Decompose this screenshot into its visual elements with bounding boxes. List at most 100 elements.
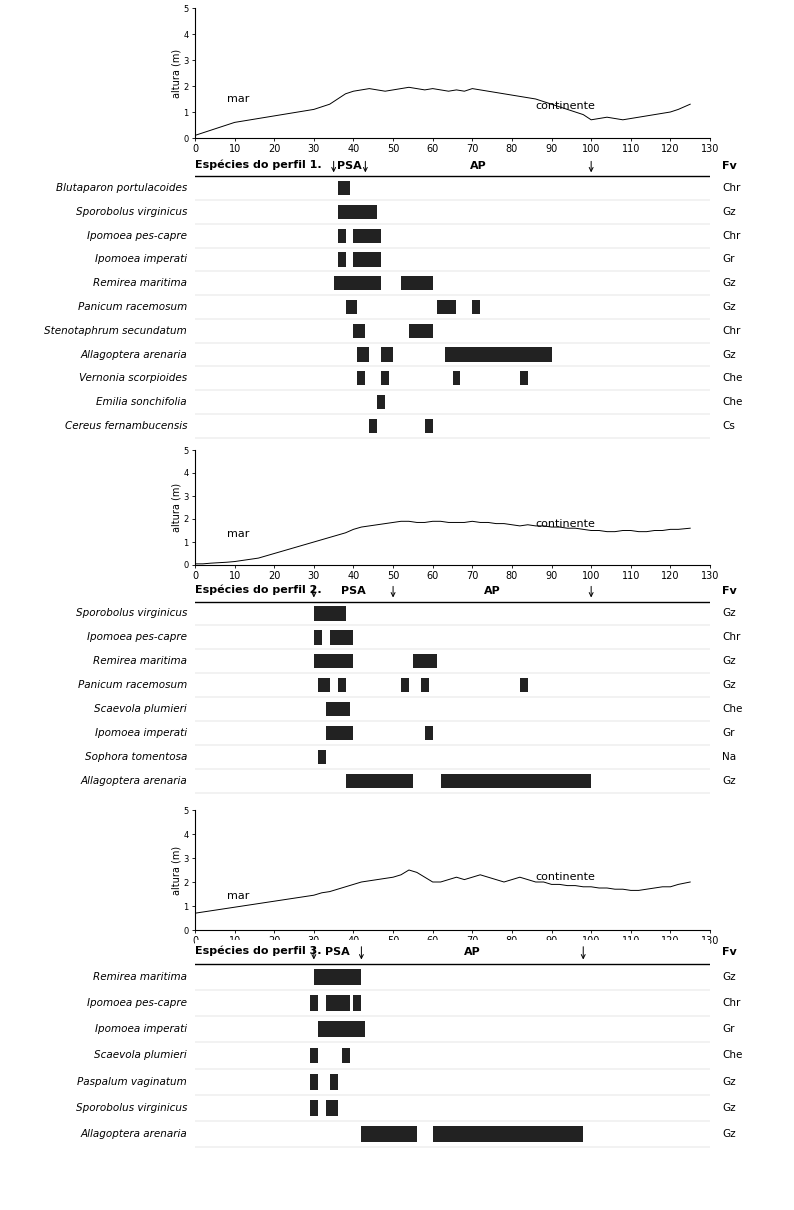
Bar	[353, 323, 365, 338]
Y-axis label: altura (m): altura (m)	[172, 846, 182, 894]
Text: Gz: Gz	[722, 656, 735, 667]
Bar	[425, 726, 433, 741]
Text: Fv: Fv	[722, 161, 737, 171]
Bar	[318, 1021, 365, 1037]
Bar	[357, 347, 369, 362]
Text: Sporobolus virginicus: Sporobolus virginicus	[75, 1104, 187, 1113]
Bar	[310, 995, 318, 1010]
Bar	[318, 678, 330, 692]
Bar	[326, 702, 349, 716]
Bar	[377, 394, 385, 409]
Bar	[472, 300, 480, 315]
Bar	[310, 1048, 318, 1064]
Bar	[330, 630, 353, 645]
Text: AP: AP	[464, 946, 480, 957]
Text: Gr: Gr	[722, 728, 734, 738]
Bar	[337, 253, 345, 266]
Text: Che: Che	[722, 397, 742, 407]
Text: Ipomoea pes-capre: Ipomoea pes-capre	[87, 633, 187, 643]
Text: Chr: Chr	[722, 231, 740, 241]
Bar	[433, 1127, 584, 1142]
Text: Fv: Fv	[722, 946, 737, 957]
Bar	[353, 253, 381, 266]
Bar	[365, 229, 381, 243]
Bar	[401, 678, 409, 692]
Text: Gz: Gz	[722, 1104, 735, 1113]
Bar	[520, 678, 528, 692]
Text: AP: AP	[484, 586, 500, 595]
Text: Ipomoea imperati: Ipomoea imperati	[95, 1024, 187, 1035]
Text: mar: mar	[227, 530, 249, 540]
Text: Ipomoea imperati: Ipomoea imperati	[95, 254, 187, 265]
Text: Sporobolus virginicus: Sporobolus virginicus	[75, 207, 187, 217]
Text: Gr: Gr	[722, 1024, 734, 1035]
Text: PSA: PSA	[337, 161, 362, 171]
Text: Chr: Chr	[722, 998, 740, 1008]
Text: Panicum racemosum: Panicum racemosum	[78, 680, 187, 690]
Bar	[357, 371, 365, 385]
Text: Paspalum vaginatum: Paspalum vaginatum	[77, 1077, 187, 1087]
Text: Sophora tomentosa: Sophora tomentosa	[85, 751, 187, 762]
Text: Gz: Gz	[722, 680, 735, 690]
Text: Scaevola plumieri: Scaevola plumieri	[94, 704, 187, 714]
Text: Gr: Gr	[722, 254, 734, 265]
Text: Gz: Gz	[722, 972, 735, 981]
Text: Chr: Chr	[722, 633, 740, 643]
Y-axis label: altura (m): altura (m)	[172, 48, 182, 98]
Bar	[353, 229, 365, 243]
Text: Remirea maritima: Remirea maritima	[93, 278, 187, 288]
Text: Espécies do perfil 3.: Espécies do perfil 3.	[195, 945, 322, 956]
Bar	[401, 276, 433, 290]
Bar	[345, 773, 413, 788]
Text: Sporobolus virginicus: Sporobolus virginicus	[75, 609, 187, 618]
X-axis label: distância (m): distância (m)	[416, 157, 489, 167]
Bar	[441, 773, 592, 788]
Text: Allagoptera arenaria: Allagoptera arenaria	[80, 350, 187, 359]
Text: Panicum racemosum: Panicum racemosum	[78, 302, 187, 312]
Text: Espécies do perfil 2.: Espécies do perfil 2.	[195, 584, 322, 595]
Text: Cereus fernambucensis: Cereus fernambucensis	[64, 421, 187, 431]
Text: Fv: Fv	[722, 586, 737, 595]
Bar	[361, 1127, 417, 1142]
Bar	[425, 419, 433, 433]
Text: Gz: Gz	[722, 609, 735, 618]
Bar	[381, 371, 389, 385]
Text: Remirea maritima: Remirea maritima	[93, 656, 187, 667]
Text: Gz: Gz	[722, 278, 735, 288]
Text: Chr: Chr	[722, 183, 740, 194]
Text: PSA: PSA	[326, 946, 350, 957]
Text: Ipomoea imperati: Ipomoea imperati	[95, 728, 187, 738]
Bar	[333, 276, 381, 290]
Text: AP: AP	[470, 161, 487, 171]
Bar	[314, 606, 345, 621]
Y-axis label: altura (m): altura (m)	[172, 483, 182, 532]
Text: mar: mar	[227, 93, 249, 104]
Bar	[318, 750, 326, 764]
Text: Che: Che	[722, 704, 742, 714]
X-axis label: distância (m): distância (m)	[416, 949, 489, 960]
Bar	[437, 300, 457, 315]
Text: Chr: Chr	[722, 325, 740, 335]
Text: Scaevola plumieri: Scaevola plumieri	[94, 1050, 187, 1060]
Text: Emilia sonchifolia: Emilia sonchifolia	[96, 397, 187, 407]
Bar	[413, 655, 437, 668]
Text: Allagoptera arenaria: Allagoptera arenaria	[80, 776, 187, 785]
Text: Blutaparon portulacoides: Blutaparon portulacoides	[56, 183, 187, 194]
Text: Espécies do perfil 1.: Espécies do perfil 1.	[195, 160, 322, 169]
Bar	[337, 678, 345, 692]
X-axis label: distância (m): distância (m)	[416, 584, 489, 594]
Bar	[314, 655, 353, 668]
Bar	[369, 419, 377, 433]
Text: continente: continente	[536, 871, 596, 882]
Bar	[314, 630, 322, 645]
Text: Gz: Gz	[722, 302, 735, 312]
Text: Gz: Gz	[722, 1129, 735, 1140]
Text: Gz: Gz	[722, 1077, 735, 1087]
Text: Che: Che	[722, 1050, 742, 1060]
Text: PSA: PSA	[341, 586, 366, 595]
Bar	[421, 678, 429, 692]
Bar	[381, 347, 393, 362]
Bar	[409, 323, 433, 338]
Bar	[310, 1074, 318, 1090]
Text: mar: mar	[227, 891, 249, 900]
